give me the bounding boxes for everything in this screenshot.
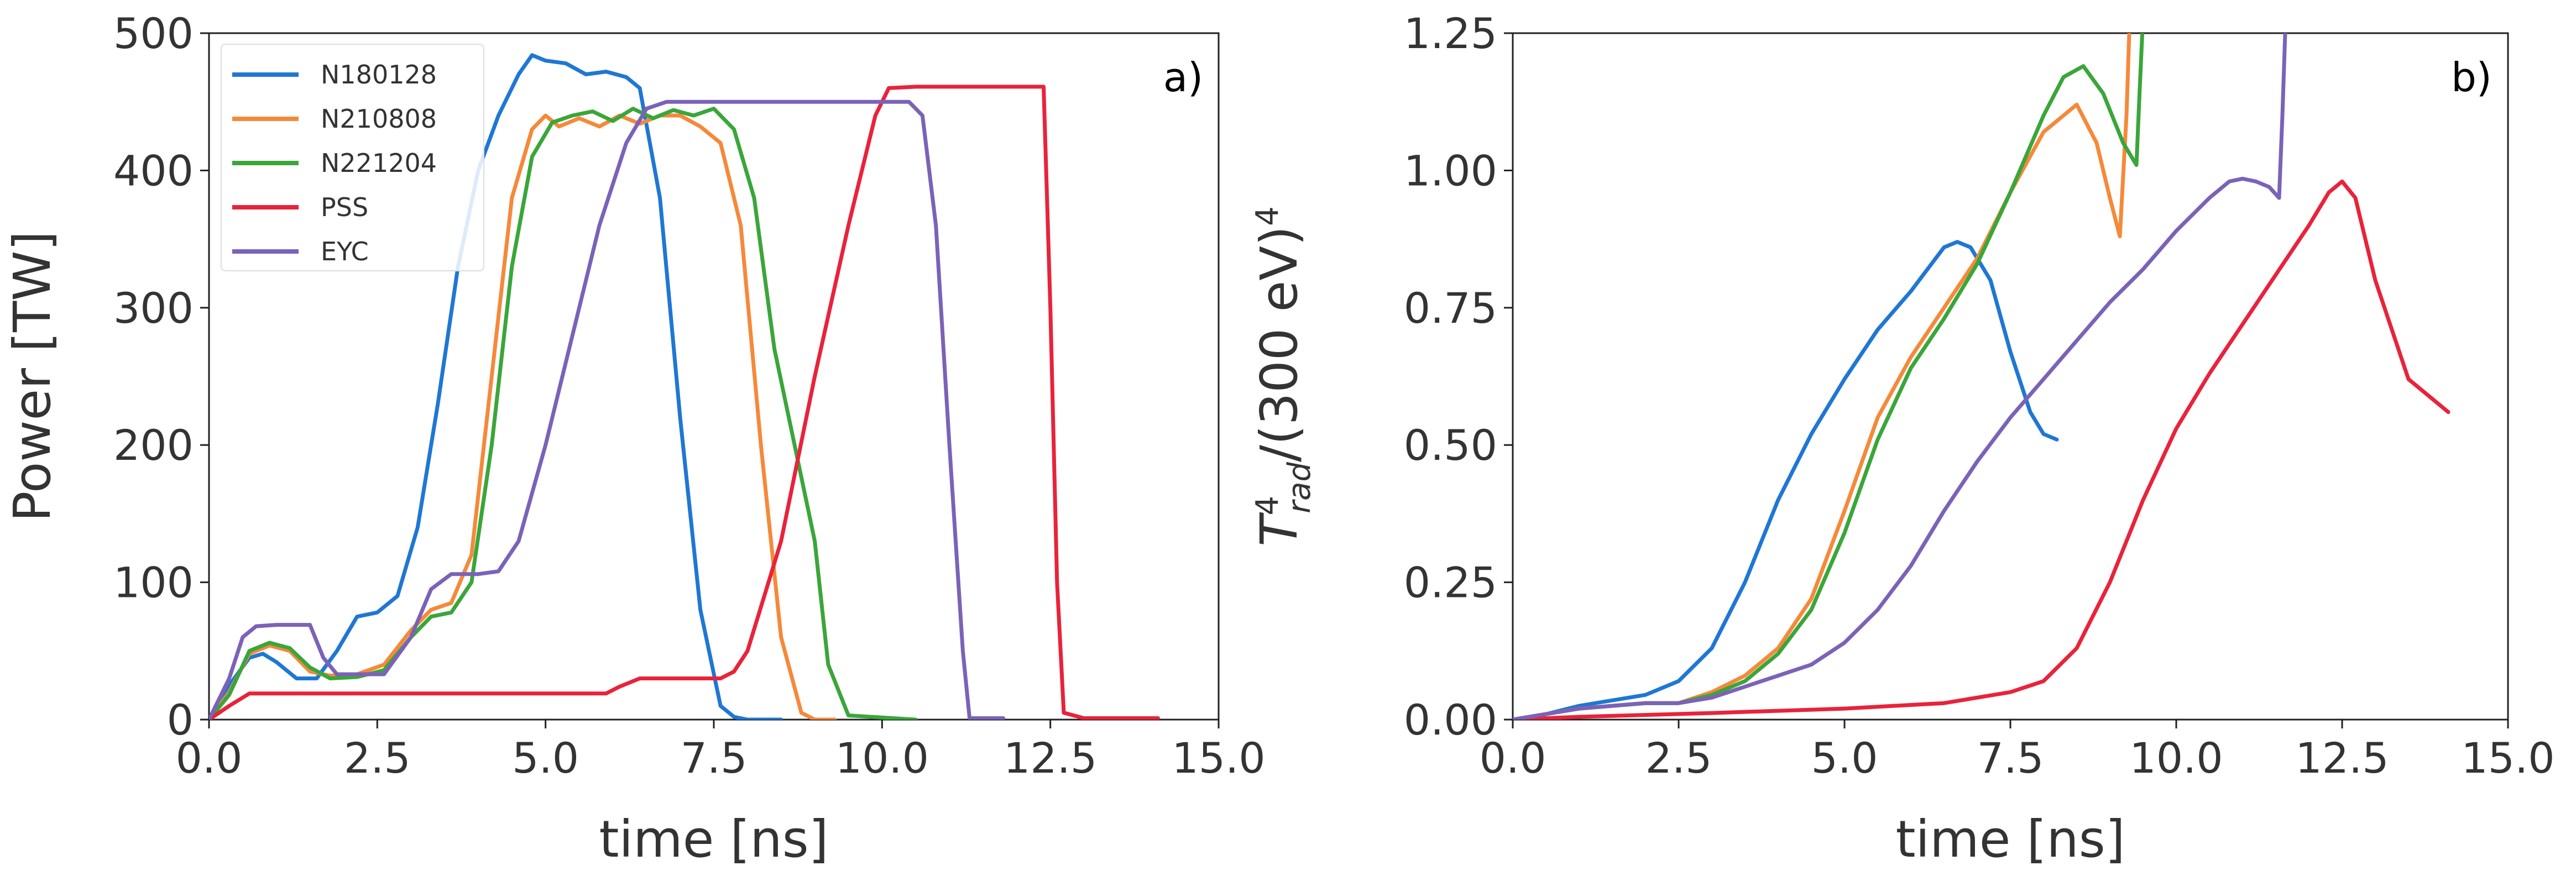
panel-b-series-eyc	[1513, 33, 2287, 720]
panel-b-panel-label: b)	[2451, 54, 2492, 101]
panel-b-series-pss	[1513, 179, 2450, 720]
panel-b-frame	[1512, 32, 2509, 721]
panel-a-legend-label-n221204: N221204	[321, 148, 437, 178]
panel-a-legend-label-n210808: N210808	[321, 104, 437, 134]
panel-b-y-axis-label-rest-sup: 4	[1250, 206, 1286, 226]
panel-a-series-eyc	[209, 99, 1005, 720]
panel-a-series-n221204	[209, 107, 918, 720]
panel-b-x-tick-label: 5.0	[1811, 733, 1878, 783]
panel-b-x-tick-label: 0.0	[1480, 733, 1546, 783]
panel-a-panel-label: a)	[1163, 54, 1203, 101]
panel-b-series-n210808	[1513, 33, 2131, 720]
panel-b-y-tick-label: 0.75	[1404, 284, 1497, 333]
panel-b-y-axis-label: T4rad/(300 eV)4	[1250, 206, 1318, 547]
panel-b-y-axis-label-sup: 4	[1250, 496, 1286, 516]
panel-b-series-n180128	[1513, 240, 2059, 720]
panel-a-x-tick-label: 15.0	[1172, 733, 1265, 783]
panel-b-x-tick-label: 7.5	[1977, 733, 2044, 783]
panel-a-x-axis-label: time [ns]	[599, 810, 828, 869]
panel-b-x-axis-label: time [ns]	[1895, 810, 2125, 869]
panel-a-y-axis-label: Power [TW]	[3, 231, 62, 522]
panel-a-legend-label-n180128: N180128	[321, 60, 437, 90]
panel-a-x-tick-label: 10.0	[835, 733, 929, 783]
panel-b-y-axis-label-sub: rad	[1282, 462, 1318, 513]
panel-a-series-n180128	[209, 53, 783, 720]
panel-a-series-n210808	[209, 113, 837, 720]
panel-b-x-tick-label: 10.0	[2129, 733, 2223, 783]
panel-b-y-tick-label: 0.50	[1404, 421, 1497, 470]
panel-a-series-pss	[209, 85, 1160, 720]
panel-a-y-tick-label: 300	[113, 284, 194, 333]
panel-b-y-tick-label: 1.00	[1404, 146, 1497, 195]
panel-a-x-tick-label: 2.5	[344, 733, 411, 783]
panel-a-y-tick-label: 400	[113, 146, 194, 195]
panel-a-x-tick-label: 5.0	[512, 733, 579, 783]
panel-a-x-tick-label: 12.5	[1004, 733, 1097, 783]
panel-b-y-tick-label: 0.25	[1404, 558, 1497, 607]
panel-b-x-tick-label: 12.5	[2295, 733, 2389, 783]
panel-b-y-tick-label: 1.25	[1404, 9, 1497, 58]
panel-a-legend-label-eyc: EYC	[321, 237, 369, 266]
panel-a-legend-label-pss: PSS	[321, 192, 368, 222]
panel-b-series-n221204	[1513, 33, 2145, 720]
panel-a-y-tick-label: 500	[113, 9, 194, 58]
panel-a-legend: N180128 N210808 N221204 PSS EYC	[221, 44, 484, 271]
panel-b-x-tick-label: 2.5	[1645, 733, 1712, 783]
panel-b-series-group	[1513, 33, 2450, 720]
panel-a-x-tick-label: 7.5	[681, 733, 748, 783]
panel-a-x-tick-label: 0.0	[176, 733, 243, 783]
panel-b-y-axis-label-rest: /(300 eV)	[1250, 226, 1309, 462]
panel-a-y-tick-label: 200	[113, 421, 194, 470]
panel-a-y-tick-label: 0	[167, 695, 194, 744]
panel-b-y-tick-label: 0.00	[1404, 695, 1497, 744]
panel-b-group: 0.0 2.5 5.0 7.5 10.0 12.5 15.0 0.00 0.25 0.50 0.75…	[1250, 9, 2555, 869]
panel-a-group: 0.0 2.5 5.0 7.5 10.0 12.5 15.0 0 100 200 300 400 500…	[3, 9, 1266, 869]
panel-b-x-tick-label: 15.0	[2461, 733, 2554, 783]
panel-a-y-tick-label: 100	[113, 558, 194, 607]
panel-a-legend-box	[221, 44, 484, 271]
panel-b-y-axis-label-base: T	[1250, 512, 1309, 547]
panel-a-series-group	[209, 53, 1160, 720]
